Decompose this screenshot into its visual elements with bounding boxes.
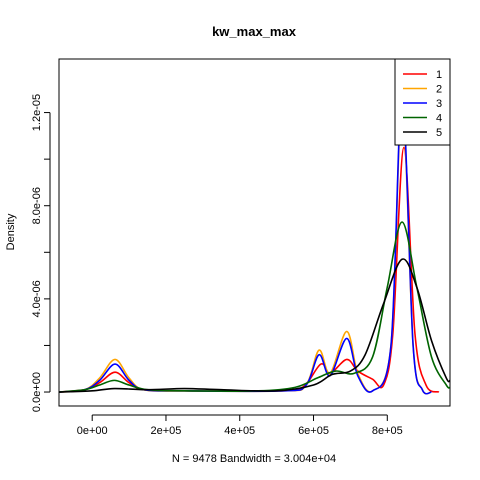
x-tick-label: 4e+05 — [224, 425, 255, 437]
y-tick-label: 1.2e-05 — [31, 94, 43, 131]
legend-label-4: 4 — [436, 113, 442, 125]
x-tick-label: 2e+05 — [151, 425, 182, 437]
legend-label-5: 5 — [436, 127, 442, 139]
density-curve-2 — [59, 102, 432, 395]
x-axis: 0e+00 2e+05 4e+05 6e+05 8e+05 — [77, 414, 403, 437]
x-tick-label: 6e+05 — [298, 425, 329, 437]
legend-label-1: 1 — [436, 69, 442, 81]
density-curve-5 — [59, 258, 450, 393]
density-curve-4 — [59, 221, 450, 393]
series-layer — [59, 93, 450, 395]
legend: 1 2 3 4 5 — [394, 58, 451, 146]
y-tick-label: 8.0e-06 — [31, 187, 43, 224]
y-tick-label: 0.0e+00 — [31, 372, 43, 412]
x-tick-label: 8e+05 — [372, 425, 403, 437]
density-curve-1 — [59, 146, 440, 393]
plot-area-border — [58, 58, 451, 407]
y-tick-label: 4.0e-06 — [31, 280, 43, 317]
x-tick-label: 0e+00 — [77, 425, 108, 437]
y-axis: 0.0e+00 4.0e-06 8.0e-06 1.2e-05 — [31, 94, 51, 412]
legend-label-3: 3 — [436, 98, 442, 110]
chart-title: kw_max_max — [212, 24, 297, 39]
x-axis-label: N = 9478 Bandwidth = 3.004e+04 — [172, 453, 336, 465]
legend-label-2: 2 — [436, 84, 442, 96]
y-axis-label: Density — [5, 213, 17, 250]
